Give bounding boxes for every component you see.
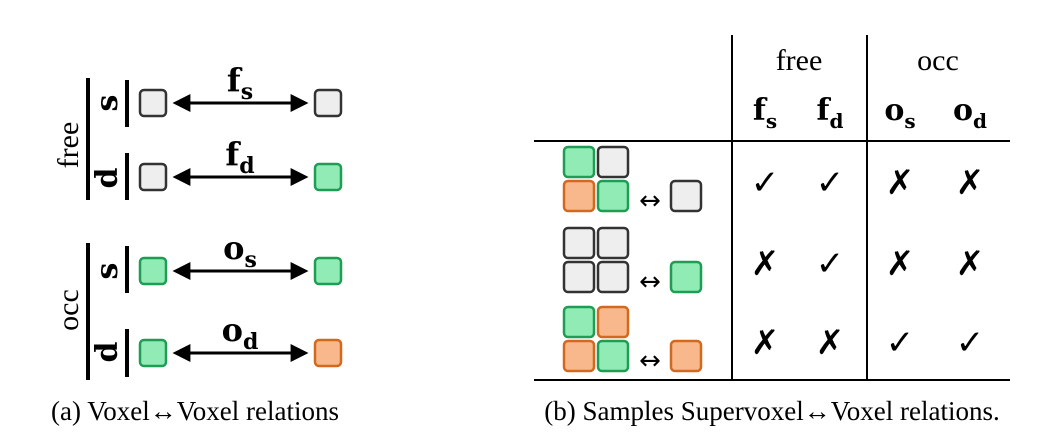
cross-mark: ✗ [751,323,780,363]
table-group-free: free [776,44,823,77]
cross-mark: ✗ [886,163,915,203]
caption-a: (a) Voxel↔Voxel relations [51,396,339,426]
caption-b: (b) Samples Supervoxel↔Voxel relations. [544,396,999,426]
relation-label: fd [225,135,254,179]
panel-b: free occ fs fd os od ↔ ✓ ✓ ✗ ✗ ↔ ✗ ✓ ✗ ✗ ↔ ✗ ✗ ✓ ✓ (b) Sa… [534,35,1010,426]
voxel-left [138,256,168,286]
group-label-free: free [52,122,85,169]
supervoxel-cell [562,226,596,260]
supervoxel-cell [562,339,596,373]
target-voxel [669,339,703,373]
relation-arrow-symbol: ↔ [639,267,661,297]
table-column-header: os [884,93,915,133]
cross-mark: ✗ [956,163,985,203]
target-voxel [669,179,703,213]
voxel-relation-row: od [138,311,343,368]
supervoxel-cell [562,260,596,294]
relation-label: od [222,311,259,355]
check-mark: ✓ [816,244,845,284]
relation-label: os [223,229,257,273]
table-column-header: fs [753,93,777,133]
check-mark: ✓ [816,163,845,203]
voxel-relation-row: os [138,229,343,286]
sub-label-d-occ: d [90,341,125,362]
supervoxel-cell [596,339,630,373]
table-group-occ: occ [917,44,959,77]
supervoxel-cell [596,179,630,213]
supervoxel-cell [562,145,596,179]
voxel-left [138,162,168,192]
group-label-occ: occ [52,289,85,331]
table-row: ↔ ✗ ✓ ✗ ✗ [562,226,985,297]
supervoxel-cell [596,145,630,179]
voxel-left [138,338,168,368]
voxel-right [313,256,343,286]
check-mark: ✓ [956,323,985,363]
table-column-header: fd [817,93,844,133]
check-mark: ✓ [886,323,915,363]
voxel-relation-row: fd [138,135,343,192]
sub-label-s-occ: s [90,263,125,280]
cross-mark: ✗ [886,244,915,284]
relation-label: fs [227,61,253,105]
table-row: ↔ ✗ ✗ ✓ ✓ [562,305,985,376]
sub-label-d-free: d [90,167,125,188]
voxel-left [138,88,168,118]
cross-mark: ✗ [956,244,985,284]
relation-arrow-symbol: ↔ [639,346,661,376]
sub-label-s-free: s [90,95,125,112]
table-row: ↔ ✓ ✓ ✗ ✗ [562,145,985,216]
voxel-right [313,162,343,192]
supervoxel-cell [596,260,630,294]
panel-a: free occ s d s d fs fd os od (a) Voxel↔Voxe… [51,61,343,426]
supervoxel-cell [596,226,630,260]
supervoxel-cell [596,305,630,339]
voxel-relation-row: fs [138,61,343,118]
supervoxel-cell [562,179,596,213]
cross-mark: ✗ [751,244,780,284]
check-mark: ✓ [751,163,780,203]
target-voxel [669,260,703,294]
voxel-right [313,88,343,118]
table-column-header: od [953,93,987,133]
supervoxel-cell [562,305,596,339]
relation-arrow-symbol: ↔ [639,186,661,216]
voxel-right [313,338,343,368]
cross-mark: ✗ [816,323,845,363]
